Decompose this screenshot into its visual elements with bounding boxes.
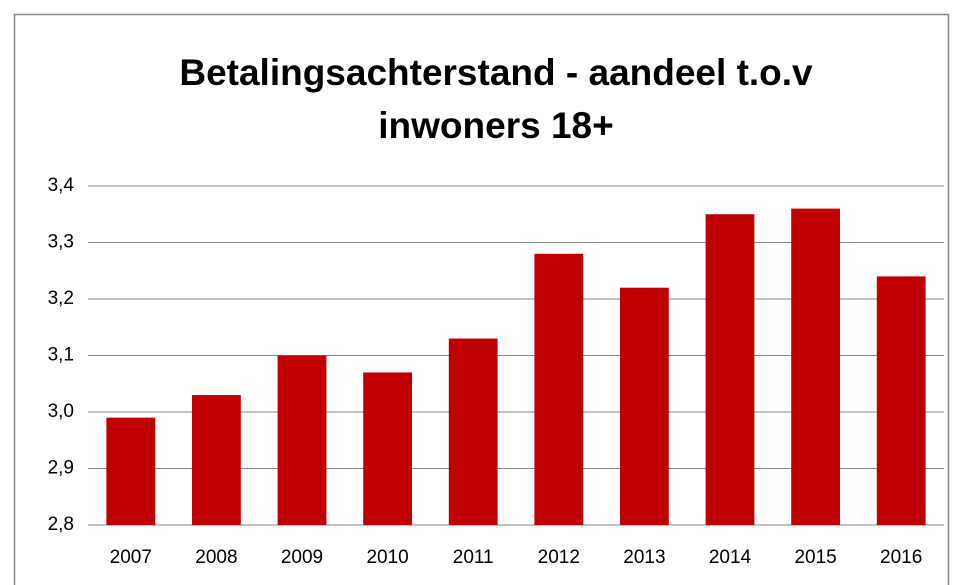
bar: [876, 276, 926, 525]
y-tick-label: 3,4: [48, 175, 75, 196]
bar: [791, 208, 840, 525]
x-tick-label: 2014: [709, 547, 752, 568]
bar: [534, 253, 584, 526]
y-tick-label: 3,1: [48, 345, 74, 366]
x-tick-label: 2009: [281, 547, 323, 568]
x-tick-label: 2010: [366, 547, 408, 568]
y-tick-label: 2,8: [48, 514, 74, 535]
x-tick-label: 2016: [880, 547, 922, 568]
x-tick-label: 2011: [453, 547, 494, 568]
bar: [620, 287, 669, 525]
bar: [192, 395, 241, 525]
y-tick-label: 3,0: [48, 401, 74, 422]
bar: [106, 417, 156, 525]
y-tick-label: 3,3: [48, 232, 74, 253]
x-tick-label: 2008: [195, 547, 237, 568]
bar: [705, 214, 755, 525]
bar: [277, 355, 327, 525]
chart-title: Betalingsachterstand - aandeel t.o.v: [179, 52, 813, 93]
x-tick-label: 2012: [538, 547, 580, 568]
x-tick-label: 2015: [794, 547, 836, 568]
bar: [448, 338, 498, 525]
chart-title: inwoners 18+: [378, 105, 613, 146]
bar: [363, 372, 412, 525]
x-tick-label: 2013: [623, 547, 665, 568]
x-tick-label: 2007: [110, 547, 152, 568]
y-tick-label: 3,2: [48, 288, 74, 309]
y-tick-label: 2,9: [48, 458, 74, 479]
